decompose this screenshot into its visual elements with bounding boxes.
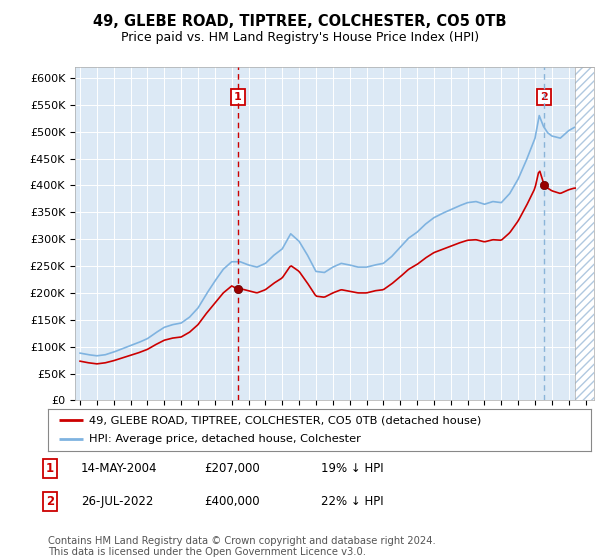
Text: 49, GLEBE ROAD, TIPTREE, COLCHESTER, CO5 0TB: 49, GLEBE ROAD, TIPTREE, COLCHESTER, CO5… [93, 14, 507, 29]
Text: Price paid vs. HM Land Registry's House Price Index (HPI): Price paid vs. HM Land Registry's House … [121, 31, 479, 44]
Text: 14-MAY-2004: 14-MAY-2004 [81, 462, 157, 475]
Text: 22% ↓ HPI: 22% ↓ HPI [321, 494, 383, 508]
Text: 1: 1 [234, 92, 242, 102]
Text: £207,000: £207,000 [204, 462, 260, 475]
Text: 2: 2 [46, 494, 54, 508]
Text: 2: 2 [541, 92, 548, 102]
Text: £400,000: £400,000 [204, 494, 260, 508]
Text: 26-JUL-2022: 26-JUL-2022 [81, 494, 154, 508]
Text: 49, GLEBE ROAD, TIPTREE, COLCHESTER, CO5 0TB (detached house): 49, GLEBE ROAD, TIPTREE, COLCHESTER, CO5… [89, 415, 481, 425]
Text: 1: 1 [46, 462, 54, 475]
Bar [575, 67, 594, 400]
Text: HPI: Average price, detached house, Colchester: HPI: Average price, detached house, Colc… [89, 435, 361, 445]
Text: 19% ↓ HPI: 19% ↓ HPI [321, 462, 383, 475]
Bar [575, 67, 594, 400]
Text: Contains HM Land Registry data © Crown copyright and database right 2024.
This d: Contains HM Land Registry data © Crown c… [48, 535, 436, 557]
